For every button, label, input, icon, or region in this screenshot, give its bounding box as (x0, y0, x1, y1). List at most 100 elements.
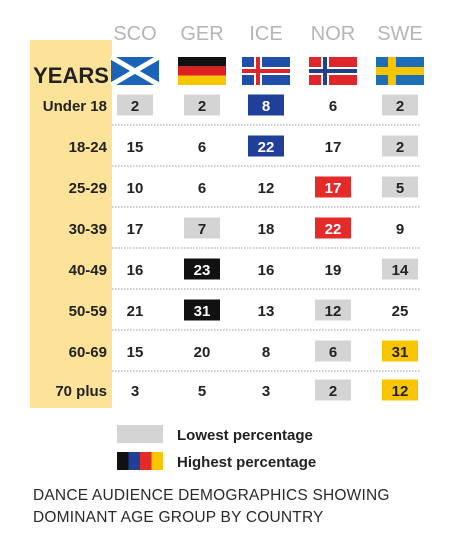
table-row: 50-59 21 31 13 12 25 (69, 299, 420, 331)
caption-line-2: DOMINANT AGE GROUP BY COUNTRY (33, 509, 324, 526)
table-cell-value: 17 (325, 180, 342, 197)
table-cell-value: 15 (127, 139, 144, 156)
country-header-swe: SWE (377, 23, 423, 45)
table-cell-value: 16 (127, 262, 144, 279)
legend-highest-swatch (151, 452, 163, 470)
legend-lowest-swatch (117, 425, 163, 443)
table-cell-value: 12 (258, 180, 275, 197)
lowest-highlight (184, 217, 220, 239)
table-cell-value: 6 (329, 98, 337, 115)
table-cell-value: 5 (396, 180, 404, 197)
germany-flag-icon (178, 57, 226, 85)
years-column-band (30, 40, 112, 408)
legend-lowest-label: Lowest percentage (177, 427, 313, 444)
legend-lowest: Lowest percentage (117, 425, 313, 444)
table-cell-value: 25 (392, 303, 409, 320)
row-label: 70 plus (55, 383, 107, 400)
lowest-highlight (315, 340, 351, 362)
table-row: 70 plus 3 5 3 2 12 (55, 379, 418, 401)
legend-highest-swatch (140, 452, 152, 470)
highest-highlight (382, 340, 418, 362)
norway-flag-icon (309, 57, 357, 85)
table-cell-value: 6 (198, 180, 206, 197)
row-label: 40-49 (69, 262, 107, 279)
table-cell-value: 31 (194, 303, 211, 320)
table-cell-value: 12 (325, 303, 342, 320)
highest-highlight (248, 135, 284, 157)
table-row: Under 18 2 2 8 6 2 (43, 94, 420, 126)
table-cell-value: 8 (262, 98, 270, 115)
table-cell-value: 8 (262, 344, 270, 361)
table-cell-value: 3 (262, 383, 270, 400)
table-cell-value: 12 (392, 383, 409, 400)
table-cell-value: 2 (396, 98, 404, 115)
table-cell-value: 22 (325, 221, 342, 238)
row-label: 30-39 (69, 221, 107, 238)
legend-highest: Highest percentage (117, 452, 316, 471)
table-cell-value: 2 (329, 383, 337, 400)
table-cell-value: 5 (198, 383, 206, 400)
legend-highest-label: Highest percentage (177, 454, 316, 471)
highest-highlight (382, 379, 418, 401)
lowest-highlight (382, 135, 418, 157)
caption-line-1: DANCE AUDIENCE DEMOGRAPHICS SHOWING (33, 487, 390, 504)
table-row: 25-29 10 6 12 17 5 (69, 176, 420, 208)
table-cell-value: 31 (392, 344, 409, 361)
table-cell-value: 22 (258, 139, 275, 156)
table-cell-value: 7 (198, 221, 206, 238)
table-cell-value: 20 (194, 344, 211, 361)
row-label: Under 18 (43, 98, 107, 115)
lowest-highlight (117, 94, 153, 116)
table-cell-value: 17 (127, 221, 144, 238)
lowest-highlight (315, 299, 351, 321)
lowest-highlight (184, 94, 220, 116)
scotland-flag-icon (109, 54, 161, 88)
years-header: YEARS (33, 63, 109, 88)
table-row: 40-49 16 23 16 19 14 (69, 258, 420, 290)
table-row: 60-69 15 20 8 6 31 (69, 340, 420, 372)
country-header-nor: NOR (311, 23, 355, 45)
table-cell-value: 2 (396, 139, 404, 156)
highest-highlight (184, 299, 220, 321)
table-cell-value: 16 (258, 262, 275, 279)
country-headers: SCO GER ICE NOR SWE (113, 23, 422, 45)
lowest-highlight (315, 379, 351, 401)
row-label: 50-59 (69, 303, 107, 320)
country-flags (109, 54, 424, 88)
highest-highlight (248, 94, 284, 116)
lowest-highlight (382, 176, 418, 198)
legend: Lowest percentage Highest percentage (117, 425, 316, 471)
table-cell-value: 10 (127, 180, 144, 197)
lowest-highlight (382, 94, 418, 116)
row-label: 18-24 (69, 139, 108, 156)
table-cell-value: 15 (127, 344, 144, 361)
table-cell-value: 3 (131, 383, 139, 400)
country-header-ger: GER (180, 23, 223, 45)
country-header-ice: ICE (249, 23, 282, 45)
table-cell-value: 17 (325, 139, 342, 156)
table-cell-value: 13 (258, 303, 275, 320)
row-label: 25-29 (69, 180, 107, 197)
iceland-flag-icon (242, 57, 290, 85)
highest-highlight (315, 217, 351, 239)
table-cell-value: 6 (198, 139, 206, 156)
table-cell-value: 2 (198, 98, 206, 115)
sweden-flag-icon (376, 57, 424, 85)
table-cell-value: 19 (325, 262, 342, 279)
table-rows: Under 18 2 2 8 6 218-24 15 6 22 17 225-29 10 6 12 17 53… (43, 94, 420, 401)
row-label: 60-69 (69, 344, 107, 361)
legend-highest-swatch (117, 452, 129, 470)
table-cell-value: 18 (258, 221, 275, 238)
table-cell-value: 14 (392, 262, 409, 279)
lowest-highlight (382, 258, 418, 280)
table-cell-value: 6 (329, 344, 337, 361)
table-cell-value: 23 (194, 262, 211, 279)
country-header-sco: SCO (113, 23, 156, 45)
table-cell-value: 21 (127, 303, 144, 320)
chart-caption: DANCE AUDIENCE DEMOGRAPHICS SHOWING DOMI… (33, 485, 463, 529)
table-row: 30-39 17 7 18 22 9 (69, 217, 420, 249)
table-cell-value: 9 (396, 221, 404, 238)
legend-highest-swatch (128, 452, 140, 470)
table-cell-value: 2 (131, 98, 139, 115)
